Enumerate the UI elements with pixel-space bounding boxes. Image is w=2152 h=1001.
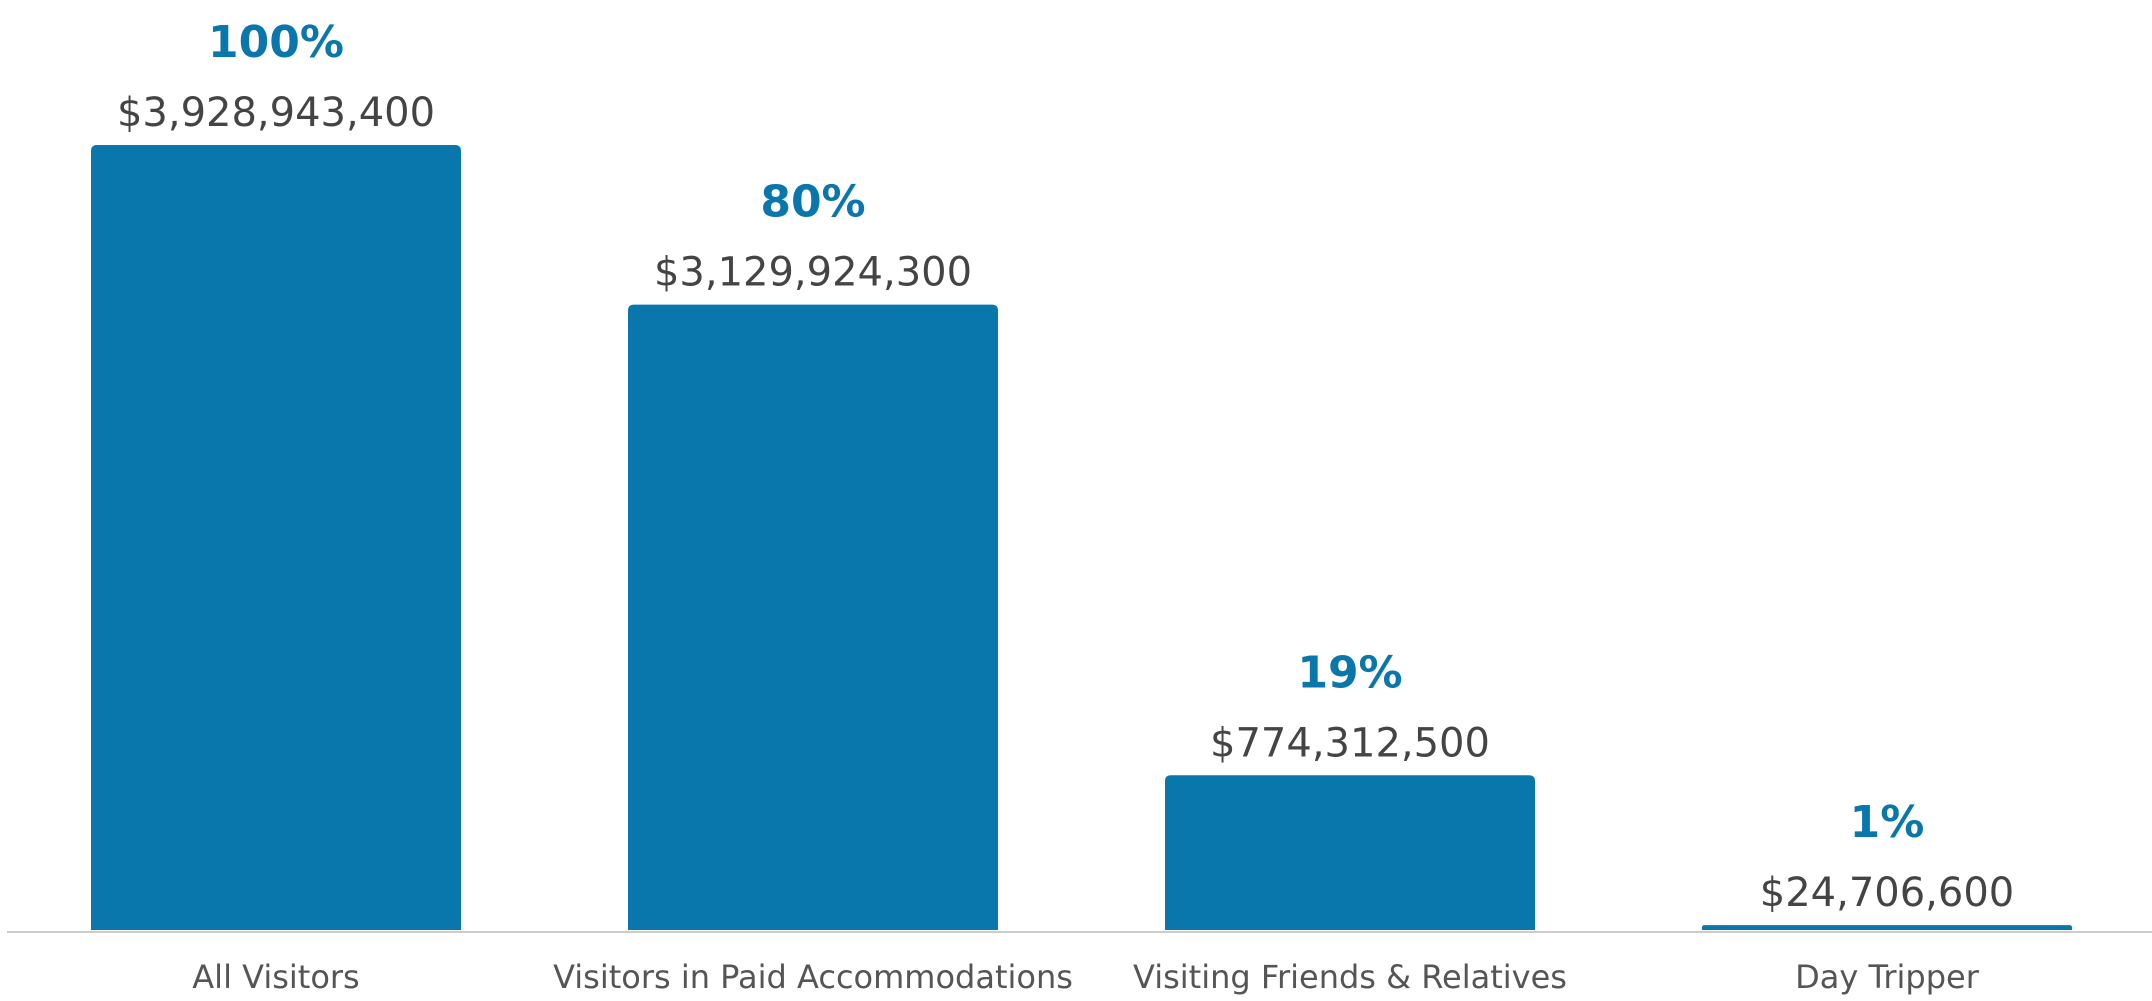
share-label: 80% [760, 177, 865, 228]
bar [1165, 775, 1535, 930]
x-tick-label: Day Tripper [1795, 958, 1980, 996]
value-label: $24,706,600 [1760, 870, 2014, 916]
bar [91, 145, 461, 930]
value-label: $774,312,500 [1210, 720, 1490, 766]
value-label: $3,928,943,400 [117, 90, 435, 136]
bar [628, 304, 998, 930]
x-tick-label: Visiting Friends & Relatives [1133, 958, 1567, 996]
share-label: 19% [1297, 647, 1402, 698]
value-label: $3,129,924,300 [654, 250, 972, 296]
x-tick-label: Visitors in Paid Accommodations [553, 958, 1073, 996]
share-label: 1% [1850, 797, 1925, 848]
bar [1702, 925, 2072, 930]
x-tick-label: All Visitors [192, 958, 359, 996]
share-label: 100% [208, 17, 344, 68]
